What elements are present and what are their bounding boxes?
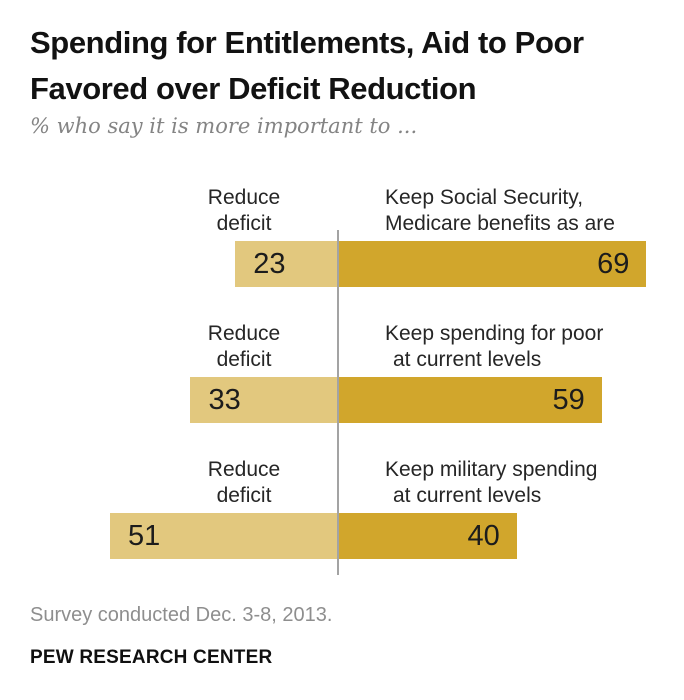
- left-category-label-line2: deficit: [216, 348, 272, 371]
- bar-group-spending-for-poor: Reduce deficit Keep spending for poor at…: [0, 321, 684, 423]
- left-bar-value: 33: [208, 384, 241, 416]
- chart-title-line1: Spending for Entitlements, Aid to Poor: [30, 25, 584, 60]
- left-category-label: Reduce deficit: [94, 185, 394, 237]
- right-category-label-line1: Keep military spending: [385, 458, 598, 481]
- left-category-label: Reduce deficit: [94, 457, 394, 509]
- right-bar: 69: [338, 241, 647, 287]
- left-bar-value: 23: [253, 248, 286, 280]
- bar-group-military-spending: Reduce deficit Keep military spending at…: [0, 457, 684, 559]
- right-category-label-line2: at current levels: [393, 484, 542, 507]
- survey-note: Survey conducted Dec. 3-8, 2013.: [30, 604, 333, 626]
- left-category-label-line1: Reduce: [207, 458, 281, 481]
- chart-title-line2: Favored over Deficit Reduction: [30, 71, 477, 106]
- source-attribution: PEW RESEARCH CENTER: [30, 647, 273, 668]
- left-category-label: Reduce deficit: [94, 321, 394, 373]
- right-category-label-line1: Keep Social Security,: [385, 186, 584, 209]
- right-category-label-line1: Keep spending for poor: [385, 322, 604, 345]
- right-category-label: Keep Social Security, Medicare benefits …: [385, 185, 680, 237]
- left-category-label-line2: deficit: [216, 212, 272, 235]
- right-category-label-line2: at current levels: [393, 348, 542, 371]
- chart-title: Spending for Entitlements, Aid to Poor F…: [30, 20, 660, 112]
- right-category-label: Keep military spending at current levels: [385, 457, 680, 509]
- left-bar: 33: [190, 377, 338, 423]
- left-category-label-line1: Reduce: [207, 186, 281, 209]
- left-bar: 23: [235, 241, 338, 287]
- left-category-label-line1: Reduce: [207, 322, 281, 345]
- right-category-label: Keep spending for poor at current levels: [385, 321, 680, 373]
- left-bar: 51: [110, 513, 338, 559]
- chart-subtitle: % who say it is more important to ...: [30, 114, 418, 138]
- right-bar-value: 69: [597, 248, 630, 280]
- left-bar-value: 51: [128, 520, 161, 552]
- right-bar-value: 40: [467, 520, 500, 552]
- right-bar: 59: [338, 377, 602, 423]
- center-axis-line: [337, 230, 339, 575]
- right-bar: 40: [338, 513, 517, 559]
- bar-group-social-security: Reduce deficit Keep Social Security, Med…: [0, 185, 684, 287]
- right-bar-value: 59: [552, 384, 585, 416]
- right-category-label-line2: Medicare benefits as are: [385, 212, 615, 235]
- left-category-label-line2: deficit: [216, 484, 272, 507]
